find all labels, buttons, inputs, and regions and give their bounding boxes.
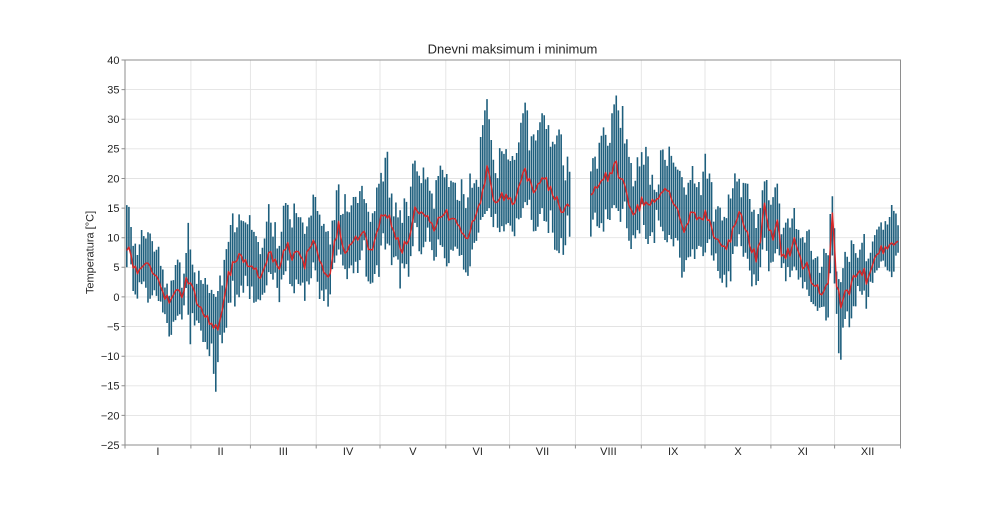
svg-text:−10: −10: [101, 351, 120, 363]
svg-text:40: 40: [107, 55, 119, 67]
svg-text:Temperatura [°C]: Temperatura [°C]: [85, 211, 97, 294]
svg-text:IX: IX: [668, 446, 679, 458]
svg-text:XI: XI: [798, 446, 808, 458]
svg-text:10: 10: [107, 233, 119, 245]
svg-text:Dnevni maksimum i minimum: Dnevni maksimum i minimum: [428, 42, 598, 57]
svg-text:−20: −20: [101, 410, 120, 422]
svg-text:III: III: [279, 446, 288, 458]
svg-text:−5: −5: [107, 321, 120, 333]
svg-text:25: 25: [107, 144, 119, 156]
svg-text:−25: −25: [101, 440, 120, 452]
svg-text:−15: −15: [101, 381, 120, 393]
svg-text:35: 35: [107, 85, 119, 97]
svg-text:XII: XII: [861, 446, 874, 458]
svg-text:V: V: [409, 446, 417, 458]
svg-text:IV: IV: [343, 446, 354, 458]
svg-text:5: 5: [113, 262, 119, 274]
svg-text:20: 20: [107, 173, 119, 185]
svg-text:II: II: [218, 446, 224, 458]
svg-text:VII: VII: [536, 446, 549, 458]
svg-text:X: X: [734, 446, 742, 458]
svg-text:15: 15: [107, 203, 119, 215]
svg-text:VI: VI: [472, 446, 482, 458]
svg-text:VIII: VIII: [600, 446, 617, 458]
svg-text:30: 30: [107, 114, 119, 126]
svg-text:I: I: [156, 446, 159, 458]
svg-text:0: 0: [113, 292, 119, 304]
